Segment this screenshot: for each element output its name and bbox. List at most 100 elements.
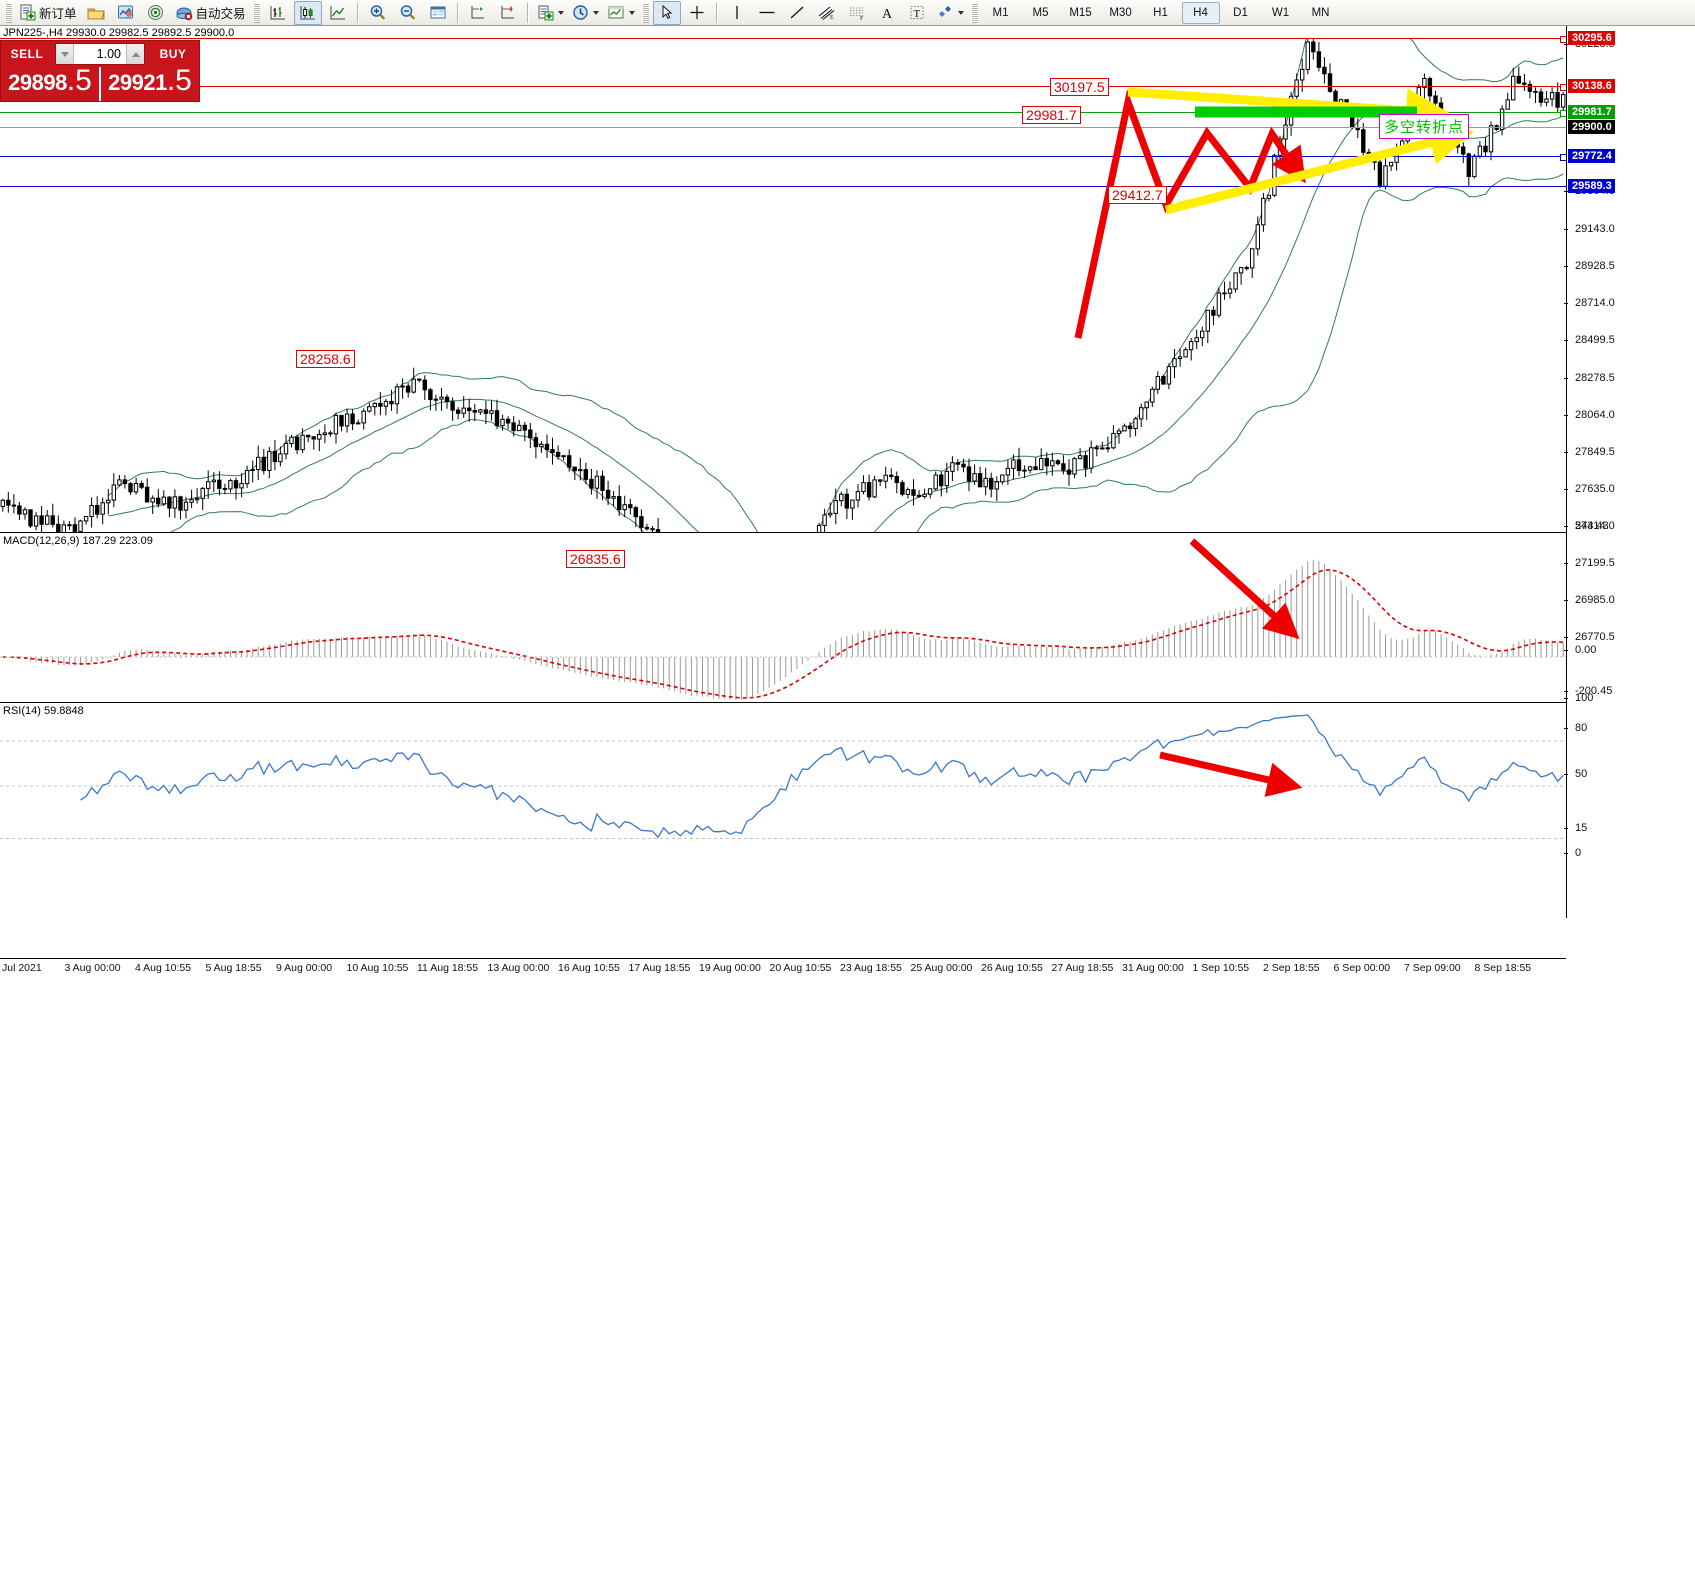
new-order-button[interactable]: 新订单 [16,1,80,25]
price-axis-tick: 28278.5 [1564,372,1615,384]
turning-point-note[interactable]: 多空转折点 [1379,114,1470,139]
data-window-button[interactable] [424,1,452,25]
vertical-line-button[interactable] [723,1,751,25]
sell-price[interactable]: 29898 .5 [1,66,99,101]
macd-axis-tick-label: 0.00 [1575,644,1597,656]
navigator-button[interactable] [142,1,170,25]
timeframe-group: M1 M5 M15 M30 H1 H4 D1 W1 MN [981,1,1341,24]
volume-input[interactable]: 1.00 [96,47,121,61]
volume-decrease-button[interactable] [56,44,74,64]
buy-price[interactable]: 29921 .5 [101,66,199,101]
fibonacci-button[interactable]: F [843,1,871,25]
price-level-resistance[interactable]: 30138.6 [1568,79,1615,93]
timeframe-h4[interactable]: H4 [1181,1,1220,24]
volume-stepper[interactable]: 1.00 [55,43,145,65]
timeframe-mn[interactable]: MN [1311,6,1330,19]
macd-canvas [0,559,1566,700]
chevron-down-icon-2[interactable] [592,10,599,15]
trade-panel-prices: 29898 .5 29921 .5 [1,66,199,101]
navigator-icon [148,5,164,20]
sell-price-integer: 29898 [8,70,67,95]
rsi-pane[interactable]: RSI(14) 59.8848 [0,702,1566,873]
auto-scroll-button[interactable] [464,1,492,25]
toolbar-grip-4[interactable] [970,2,978,23]
folder-button[interactable] [82,1,110,25]
chevron-down-icon-3[interactable] [628,10,635,15]
timeframe-m1[interactable]: M1 [992,6,1009,19]
rsi-axis-tick-label: 80 [1575,722,1588,734]
horizontal-line-button[interactable] [753,1,781,25]
text-button[interactable]: A [873,1,901,25]
fibonacci-icon: F [849,7,864,21]
crosshair-icon [690,6,704,19]
add-indicator-button[interactable] [534,1,567,25]
chart-shift-button[interactable] [494,1,522,25]
period-button[interactable] [569,1,602,25]
price-level-pivot[interactable]: 29981.7 [1568,105,1615,119]
cursor-button[interactable] [652,0,681,25]
price-level-support[interactable]: 29589.3 [1568,179,1615,193]
support-line-2[interactable] [0,186,1566,187]
price-level-support[interactable]: 29772.4 [1568,149,1615,163]
candlestick-chart-button[interactable] [293,0,322,25]
timeframe-m5[interactable]: M5 [1032,6,1049,19]
timeframe-m15[interactable]: M15 [1069,6,1092,19]
text-label-button[interactable]: T [903,1,931,25]
add-indicator-icon [538,5,554,21]
zoom-out-button[interactable] [394,1,422,25]
crosshair-button[interactable] [683,1,711,25]
market-watch-button[interactable] [112,1,140,25]
price-tag[interactable]: 28258.6 [296,350,355,368]
timeframe-h1[interactable]: H1 [1153,6,1168,19]
price-tag[interactable]: 29412.7 [1108,186,1167,204]
chevron-down-icon[interactable] [557,10,564,15]
equidistant-channel-icon: E [818,6,834,21]
macd-pane[interactable]: MACD(12,26,9) 187.29 223.09 [0,532,1566,703]
macd-axis-tick: 0.00 [1563,644,1597,656]
price-axis-tick: 27199.5 [1564,557,1615,569]
bar-chart-button[interactable] [264,1,292,25]
time-axis-label: 5 Aug 18:55 [205,962,262,974]
timeframe-m30[interactable]: M30 [1109,6,1132,19]
buy-button[interactable]: BUY [159,47,187,61]
price-level-resistance[interactable]: 30295.6 [1568,31,1615,45]
price-axis-tick-label: 28064.0 [1575,409,1615,421]
pivot-line[interactable] [0,112,1566,113]
timeframe-w1[interactable]: W1 [1271,6,1290,19]
line-chart-button[interactable] [324,1,352,25]
templates-button[interactable] [604,1,638,25]
text-label-icon: T [910,6,924,20]
bar-chart-icon [270,6,285,20]
toolbar-grip-2[interactable] [252,2,260,23]
resistance-line-1[interactable] [0,38,1566,39]
time-axis-label: 2 Sep 18:55 [1263,962,1320,974]
timeframe-d1[interactable]: D1 [1233,6,1248,19]
svg-text:F: F [860,16,864,21]
svg-text:T: T [913,8,920,20]
equidistant-channel-button[interactable]: E [813,1,841,25]
price-tag[interactable]: 29981.7 [1022,106,1081,124]
toolbar-grip-3[interactable] [641,2,649,23]
auto-scroll-icon [471,6,484,19]
time-axis-label: 3 Aug 00:00 [64,962,121,974]
resistance-line-2[interactable] [0,86,1566,87]
price-axis[interactable]: 30228.529364.029143.028928.528714.028499… [1563,26,1695,918]
chart-shift-icon [501,6,514,19]
rsi-axis-tick-label: 0 [1575,847,1582,859]
price-tag[interactable]: 30197.5 [1050,78,1109,96]
toolbar-grip[interactable] [5,2,12,23]
price-tag[interactable]: 26835.6 [566,550,625,568]
price-level-current[interactable]: 29900.0 [1568,120,1615,134]
support-line-1[interactable] [0,156,1566,157]
auto-trading-button[interactable]: 自动交易 [172,1,249,25]
sell-button[interactable]: SELL [10,47,44,61]
chevron-down-icon-4[interactable] [957,10,964,15]
price-chart-canvas [0,38,1566,532]
price-pane[interactable] [0,36,1567,532]
trendline-button[interactable] [783,1,811,25]
chart-plot-area[interactable]: MACD(12,26,9) 187.29 223.09 RSI(14) 59.8… [0,36,1567,974]
volume-increase-button[interactable] [126,44,144,64]
objects-list-button[interactable] [933,1,967,25]
zoom-in-button[interactable] [364,1,392,25]
price-axis-tick-label: 28714.0 [1575,297,1615,309]
